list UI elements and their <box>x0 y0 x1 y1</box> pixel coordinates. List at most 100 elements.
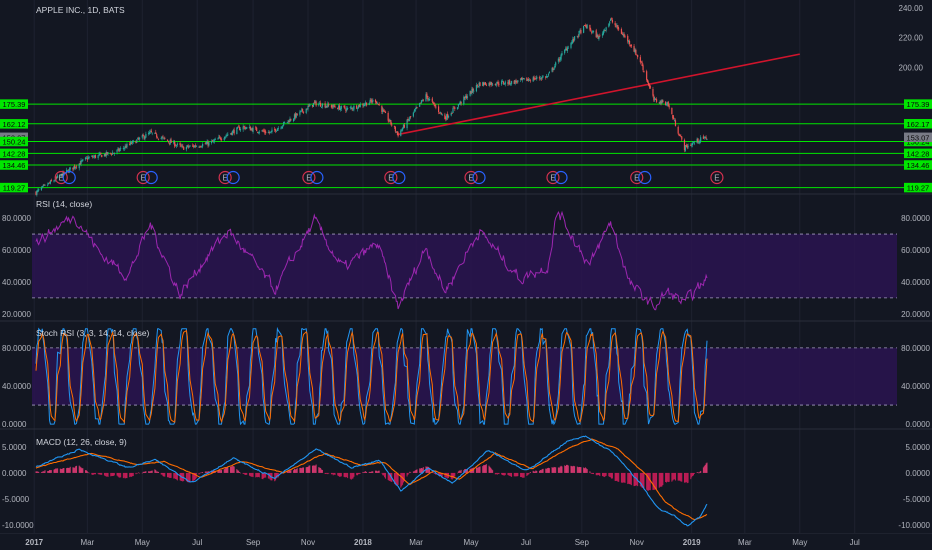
histogram-bar <box>564 465 566 473</box>
dividend-icon[interactable] <box>144 170 158 185</box>
candle-body <box>545 76 547 78</box>
rsi-pane[interactable]: RSI (14, close) 80.0000 80.0000 60.0000 60.0… <box>2 199 931 319</box>
dividend-icon[interactable] <box>310 170 324 185</box>
candle-body <box>528 79 531 81</box>
dividend-icon[interactable] <box>62 170 76 185</box>
candle-body <box>151 132 153 134</box>
histogram-bar <box>352 472 354 479</box>
histogram-bar <box>179 472 181 481</box>
earnings-event[interactable]: E <box>546 170 568 185</box>
histogram-bar <box>302 467 304 473</box>
candle-body <box>696 138 698 143</box>
histogram-bar <box>307 466 309 473</box>
candle-body <box>447 115 450 118</box>
histogram-bar <box>475 467 477 473</box>
stoch-rsi-pane[interactable]: Stoch RSI (3, 3, 14, 14, close) 80.0000 80… <box>2 326 931 429</box>
histogram-bar <box>246 472 248 475</box>
candle-body <box>47 184 49 186</box>
histogram-bar <box>420 468 422 473</box>
histogram-bar <box>94 472 96 475</box>
macd-pane[interactable]: MACD (12, 26, close, 9) 5.0000 5.0000 0.000… <box>2 435 931 530</box>
histogram-bar <box>616 472 618 481</box>
histogram-bar <box>157 471 159 473</box>
histogram-bar <box>53 469 55 473</box>
dividend-icon[interactable] <box>392 170 406 185</box>
candle-body <box>332 104 334 108</box>
candle-body <box>643 70 645 72</box>
earnings-event[interactable]: E <box>302 170 324 185</box>
time-axis[interactable]: 2017 Mar May Jul Sep Nov 2018 Mar May Jul Sep Nov 20… <box>0 534 932 550</box>
earnings-icon[interactable] <box>546 170 560 185</box>
histogram-bar <box>194 472 196 480</box>
earnings-event[interactable]: E <box>218 170 240 185</box>
price-pane[interactable]: E E E E E E E E E APPLE INC., 1D, BATS 240.00 220.0… <box>0 4 932 197</box>
candle-body <box>497 82 499 85</box>
histogram-bar <box>288 470 290 473</box>
histogram-bar <box>208 471 210 473</box>
earnings-event[interactable]: E <box>464 170 486 185</box>
candle-body <box>306 108 308 110</box>
price-level-badge: 119.27 <box>907 184 929 193</box>
candle-body <box>211 141 213 144</box>
histogram-bar <box>696 472 698 473</box>
histogram-bar <box>441 472 443 477</box>
candle-body <box>312 102 315 107</box>
histogram-bar <box>344 472 346 478</box>
histogram-bar <box>371 471 373 473</box>
earnings-event[interactable]: E <box>710 170 724 185</box>
histogram-bar <box>231 466 233 473</box>
candle-body <box>126 143 128 148</box>
earnings-icon[interactable] <box>136 170 150 185</box>
histogram-bar <box>338 472 340 477</box>
histogram-bar <box>91 472 93 475</box>
histogram-bar <box>598 472 600 476</box>
candle-body <box>654 98 656 101</box>
dividend-icon[interactable] <box>472 170 486 185</box>
earnings-event[interactable]: E <box>630 170 652 185</box>
earnings-icon[interactable] <box>218 170 232 185</box>
histogram-bar <box>350 472 352 480</box>
candle-body <box>435 106 437 108</box>
candle-body <box>48 182 51 184</box>
trend-line[interactable] <box>397 53 800 136</box>
earnings-icon[interactable] <box>302 170 316 185</box>
histogram-bar <box>639 472 641 487</box>
earnings-event[interactable]: E <box>54 170 76 185</box>
candle-body <box>217 138 219 140</box>
earnings-icon[interactable] <box>54 170 68 185</box>
candle-body <box>536 76 538 79</box>
histogram-bar <box>561 466 563 473</box>
earnings-event[interactable]: E <box>136 170 158 185</box>
candle-body <box>44 184 46 186</box>
earnings-icon[interactable] <box>710 170 724 185</box>
candle-body <box>351 107 353 110</box>
histogram-bar <box>116 472 118 476</box>
histogram-bar <box>300 467 302 473</box>
earnings-icon[interactable] <box>464 170 478 185</box>
histogram-bar <box>200 472 202 474</box>
histogram-bar <box>432 472 434 473</box>
dividend-icon[interactable] <box>638 170 652 185</box>
candle-body <box>454 107 456 109</box>
dividend-icon[interactable] <box>554 170 568 185</box>
candle-body <box>666 102 668 105</box>
candle-body <box>683 139 686 151</box>
earnings-icon[interactable] <box>384 170 398 185</box>
histogram-bar <box>330 472 332 475</box>
candle-body <box>542 76 544 78</box>
histogram-bar <box>251 472 253 477</box>
histogram-bar <box>690 472 692 480</box>
earnings-event[interactable]: E <box>384 170 406 185</box>
histogram-bar <box>653 472 655 490</box>
candle-body <box>538 77 541 79</box>
candle-body <box>592 31 594 33</box>
histogram-bar <box>142 471 144 473</box>
histogram-bar <box>377 470 379 473</box>
candle-body <box>347 108 349 109</box>
earnings-icon[interactable] <box>630 170 644 185</box>
dividend-icon[interactable] <box>226 170 240 185</box>
histogram-bar <box>37 471 39 473</box>
candle-body <box>302 111 305 113</box>
